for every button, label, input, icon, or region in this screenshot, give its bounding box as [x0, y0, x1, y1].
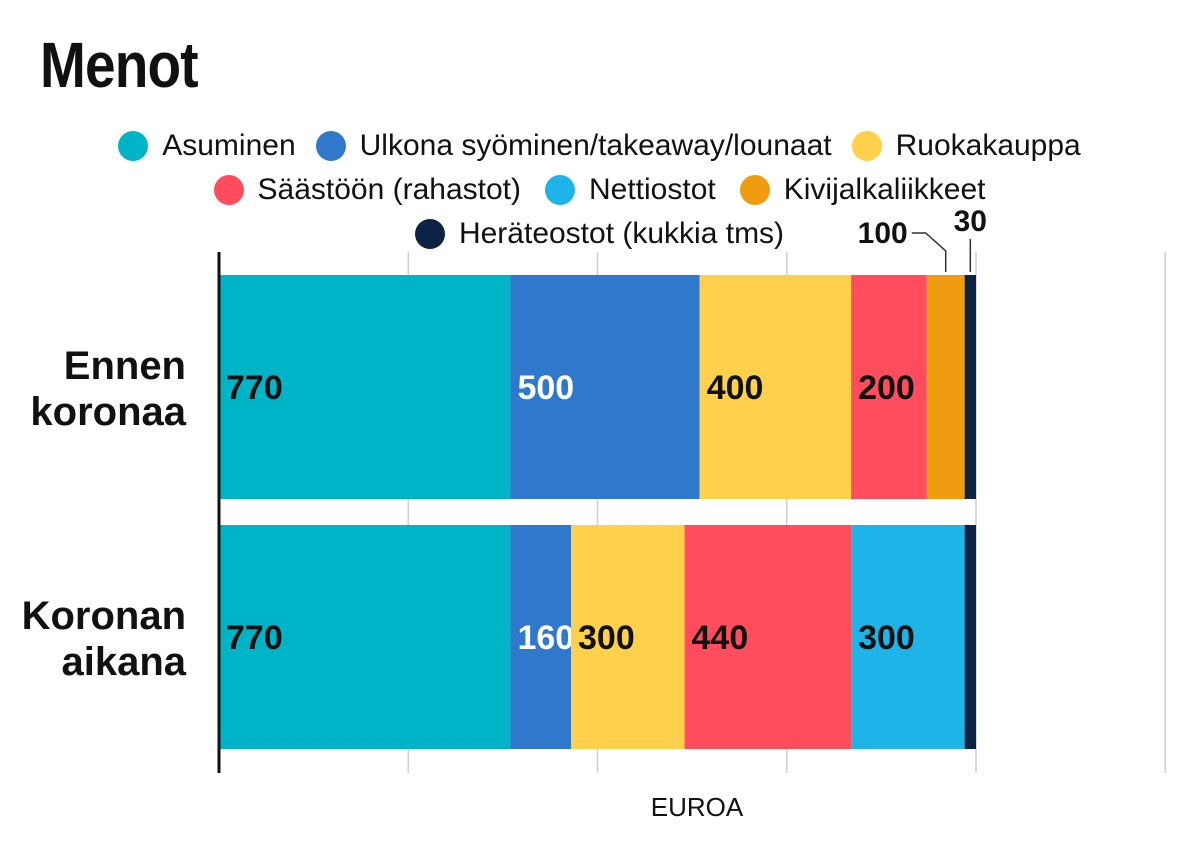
bar-segment: [964, 275, 976, 499]
legend-label: Ulkona syöminen/takeaway/lounaat: [359, 129, 832, 162]
legend-label: Asuminen: [162, 129, 296, 162]
callout-leader: [911, 232, 947, 272]
legend-row: Asuminen Ulkona syöminen/takeaway/lounaat…: [0, 124, 1199, 168]
bar-value-label: 300: [578, 619, 635, 657]
legend-row: Heräteostot (kukkia tms): [0, 212, 1199, 256]
bar-value-label: 440: [692, 619, 749, 657]
bar-segment: [851, 275, 927, 499]
legend-item: Heräteostot (kukkia tms): [414, 217, 785, 251]
bar-value-label: 160: [517, 619, 574, 657]
bar-segment: [926, 275, 965, 499]
legend-item: Ulkona syöminen/takeaway/lounaat: [315, 129, 832, 163]
category-label-line: koronaa: [30, 390, 186, 434]
chart-legend: Asuminen Ulkona syöminen/takeaway/lounaat…: [0, 124, 1199, 256]
bar-segment: [964, 525, 976, 749]
legend-label: Heräteostot (kukkia tms): [458, 217, 785, 250]
legend-row: Säästöön (rahastot) Nettiostot Kivijalkali…: [0, 168, 1199, 212]
legend-swatch: [315, 131, 346, 161]
legend-swatch: [545, 175, 575, 205]
bar-value-label: 400: [707, 369, 764, 407]
bar-value-label: 770: [226, 619, 283, 657]
legend-swatch: [118, 131, 149, 161]
bar-segment: [684, 525, 852, 749]
legend-label: Kivijalkaliikkeet: [783, 173, 986, 206]
x-axis-label: EUROA: [651, 792, 744, 822]
legend-label: Nettiostot: [589, 173, 716, 206]
bar-segment: [571, 525, 685, 749]
bar-segment: [510, 525, 572, 749]
bar-segment: [219, 525, 511, 749]
category-label-line: Ennen: [64, 344, 186, 388]
legend-label: Ruokakauppa: [895, 129, 1081, 162]
bar-value-label: 300: [858, 619, 915, 657]
legend-item: Säästöön (rahastot): [213, 173, 521, 207]
bar-value-label: 770: [226, 369, 283, 407]
legend-swatch: [739, 175, 770, 205]
bar-segment: [219, 275, 511, 499]
category-label-line: Koronan: [22, 594, 186, 638]
callout-label: 100: [858, 217, 908, 250]
bar-segment: [851, 525, 965, 749]
bar-segment: [699, 275, 852, 499]
chart-title: Menot: [40, 29, 199, 101]
legend-swatch: [213, 175, 244, 205]
category-label: Ennen koronaa: [30, 344, 186, 434]
bar-value-label: 500: [517, 369, 574, 407]
legend-swatch: [851, 131, 882, 161]
legend-item: Nettiostot: [545, 173, 716, 207]
category-label: Koronan aikana: [22, 594, 187, 684]
legend-label: Säästöön (rahastot): [257, 173, 521, 206]
legend-swatch: [414, 219, 445, 249]
legend-item: Asuminen: [118, 129, 296, 163]
bar-segment: [510, 275, 700, 499]
callout-label: 30: [954, 205, 987, 238]
legend-item: Ruokakauppa: [851, 129, 1081, 163]
legend-item: Kivijalkaliikkeet: [739, 173, 986, 207]
bar-value-label: 200: [858, 369, 915, 407]
category-label-line: aikana: [61, 640, 186, 684]
